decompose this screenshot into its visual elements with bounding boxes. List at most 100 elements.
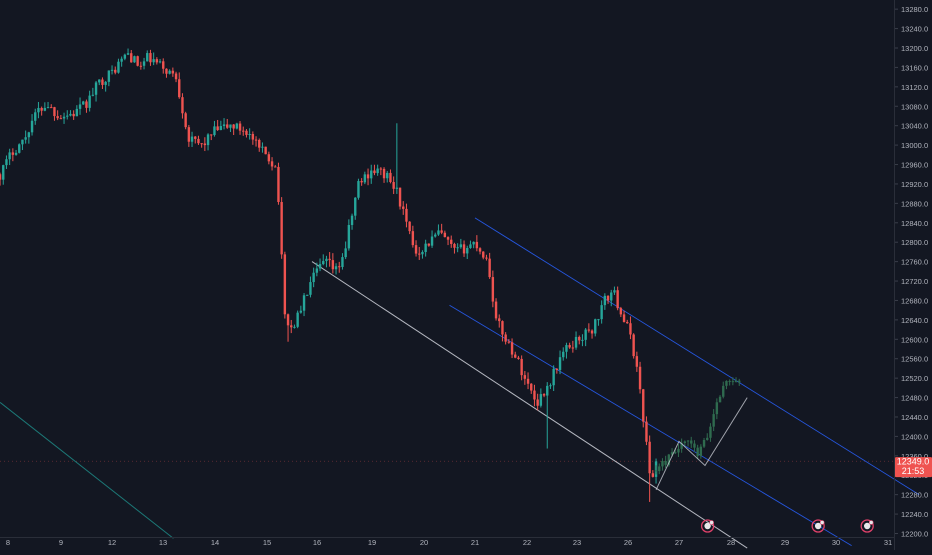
candle-body: [520, 358, 523, 376]
x-tick-label: 28: [727, 538, 735, 547]
candle: [402, 201, 405, 215]
candle: [27, 131, 31, 144]
y-tick-label: 13120.0: [901, 83, 928, 92]
candle: [126, 48, 130, 56]
projection-candle: [725, 380, 728, 390]
candle-body: [363, 174, 367, 183]
candle: [312, 267, 315, 288]
candle-body: [357, 181, 360, 198]
candle-body: [187, 127, 191, 142]
y-tick-label: 12480.0: [901, 394, 928, 403]
candle: [430, 230, 434, 248]
candle-body: [149, 53, 152, 63]
candle: [357, 178, 360, 200]
candle: [626, 319, 629, 324]
candle-body: [446, 237, 450, 240]
time-scale[interactable]: 8 9 12 13 14 15 16 19 20 21 22 23 26 27 28 29 30 31: [6, 538, 892, 547]
candle-body: [43, 107, 47, 111]
candle-body: [14, 152, 18, 155]
candle-body: [571, 347, 575, 349]
candle: [642, 388, 645, 428]
candle-body: [0, 174, 2, 180]
candle: [88, 90, 91, 112]
candle: [494, 298, 498, 321]
y-tick-label: 12520.0: [901, 374, 928, 383]
event-marker-icon[interactable]: [700, 519, 715, 533]
candle: [571, 340, 575, 353]
y-tick-label: 12680.0: [901, 296, 928, 305]
candle: [549, 383, 552, 389]
candle: [456, 243, 459, 253]
candle-body: [69, 113, 72, 116]
candle: [469, 240, 472, 249]
projection-candle-body: [712, 414, 715, 427]
candle: [453, 242, 456, 254]
candle: [517, 355, 520, 360]
candle: [242, 126, 245, 136]
event-marker-badge: [819, 520, 825, 525]
candle: [274, 164, 277, 168]
projection-candle-body: [680, 442, 683, 449]
candle: [11, 148, 15, 162]
event-marker-layer[interactable]: [700, 519, 874, 533]
candle: [344, 241, 347, 260]
candle-body: [475, 241, 479, 249]
candle-body: [427, 243, 431, 246]
candle-body: [389, 172, 392, 183]
candle: [475, 235, 479, 252]
candle: [178, 72, 181, 99]
event-marker-icon[interactable]: [811, 519, 825, 533]
candle-body: [226, 124, 229, 128]
candle-body: [610, 292, 613, 301]
projection-candle: [706, 433, 709, 441]
candle: [418, 247, 421, 260]
candle-body: [232, 124, 235, 129]
candle-body: [552, 368, 555, 386]
candle: [587, 323, 591, 333]
projection-candle: [712, 409, 715, 432]
candle-body: [338, 266, 341, 268]
candle-body: [382, 168, 386, 179]
candle-body: [466, 247, 469, 254]
candle: [222, 118, 226, 130]
candle-body: [274, 166, 277, 168]
candle: [162, 58, 165, 74]
candle-layer: [0, 48, 658, 502]
candle: [210, 134, 213, 141]
candle: [488, 252, 491, 279]
candle: [558, 350, 562, 375]
candle: [491, 270, 495, 308]
x-tick-label: 27: [675, 538, 683, 547]
candle-body: [277, 166, 280, 203]
candle-body: [648, 441, 651, 474]
candle-body: [546, 385, 549, 396]
candle-body: [46, 107, 50, 109]
x-tick-label: 9: [59, 538, 63, 547]
candle: [40, 106, 43, 116]
candle: [606, 295, 610, 304]
y-tick-label: 13040.0: [901, 122, 928, 131]
candle-body: [501, 321, 504, 335]
candle: [613, 286, 616, 295]
projection-candle: [728, 379, 731, 386]
candle-body: [322, 261, 325, 265]
candle: [526, 372, 530, 390]
candle-body: [72, 113, 75, 117]
candle: [78, 97, 82, 115]
candle-body: [562, 351, 565, 358]
candle: [53, 106, 56, 121]
candle: [43, 102, 47, 112]
event-marker-icon[interactable]: [860, 519, 874, 533]
candle: [280, 197, 283, 259]
trendline-teal: [0, 402, 174, 539]
candle-body: [258, 139, 261, 148]
candle: [331, 253, 335, 274]
candle-body: [638, 366, 642, 390]
candle-body: [600, 305, 603, 320]
candle-body: [82, 101, 85, 105]
candle-body: [133, 56, 136, 63]
projection-candle-body: [718, 396, 722, 403]
candle-body: [619, 308, 623, 315]
